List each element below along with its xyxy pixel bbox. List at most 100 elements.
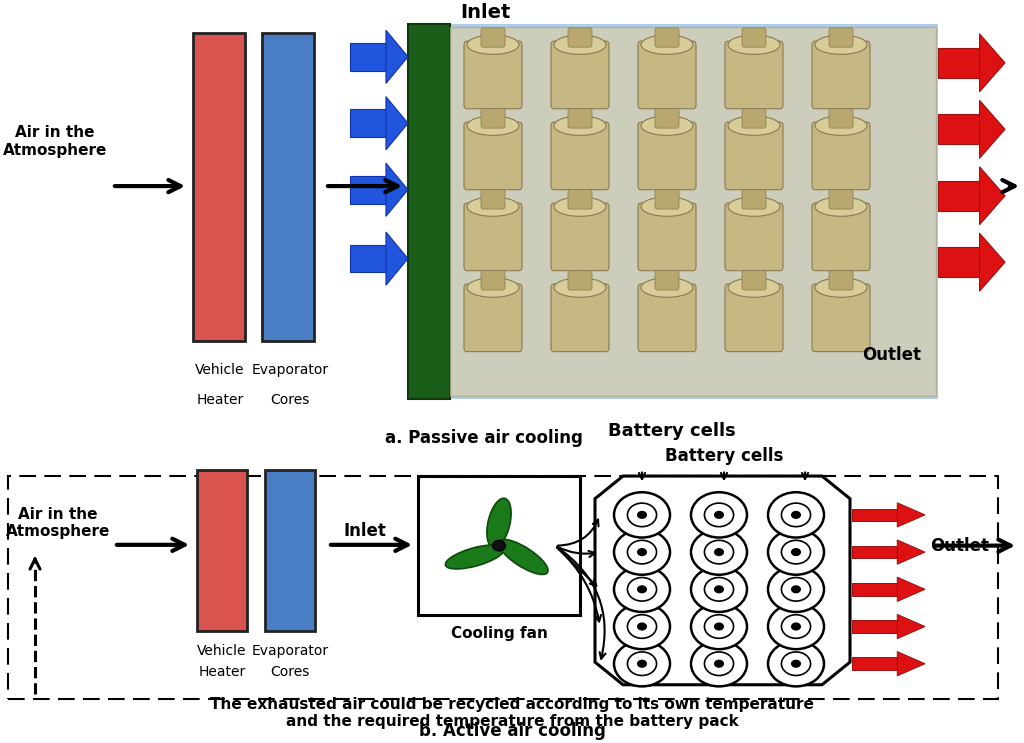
Bar [350, 244, 386, 273]
Circle shape [637, 660, 647, 668]
FancyBboxPatch shape [551, 203, 609, 270]
Circle shape [714, 548, 724, 557]
Circle shape [768, 567, 824, 612]
Circle shape [705, 540, 733, 564]
Circle shape [714, 623, 724, 631]
Polygon shape [386, 30, 408, 83]
FancyBboxPatch shape [725, 122, 783, 189]
Circle shape [614, 641, 670, 687]
Ellipse shape [815, 35, 867, 54]
Polygon shape [386, 97, 408, 150]
Text: Battery cells: Battery cells [608, 422, 736, 441]
FancyBboxPatch shape [638, 41, 696, 108]
Circle shape [781, 540, 811, 564]
Circle shape [714, 510, 724, 519]
FancyBboxPatch shape [829, 27, 853, 47]
Text: b. Active air cooling: b. Active air cooling [419, 721, 605, 740]
Bar [8, 476, 998, 698]
FancyBboxPatch shape [725, 284, 783, 351]
Bar [350, 109, 386, 137]
Bar [938, 247, 980, 277]
Circle shape [781, 577, 811, 601]
Text: Outlet: Outlet [930, 536, 989, 554]
Ellipse shape [554, 197, 606, 216]
Text: Heater: Heater [197, 393, 244, 406]
Circle shape [691, 641, 746, 687]
Text: Inlet: Inlet [460, 2, 510, 22]
FancyBboxPatch shape [655, 189, 679, 209]
FancyBboxPatch shape [742, 189, 766, 209]
FancyBboxPatch shape [464, 284, 522, 351]
Polygon shape [897, 503, 925, 527]
Ellipse shape [486, 499, 511, 548]
Text: Cores: Cores [270, 664, 309, 678]
Bar [350, 43, 386, 71]
FancyBboxPatch shape [829, 108, 853, 128]
Ellipse shape [499, 539, 548, 574]
Circle shape [637, 585, 647, 594]
Circle shape [705, 614, 733, 638]
Text: Air in the
Atmosphere: Air in the Atmosphere [6, 507, 111, 539]
Bar [408, 25, 450, 399]
Circle shape [714, 585, 724, 594]
Ellipse shape [467, 35, 519, 54]
Circle shape [691, 530, 746, 575]
Text: Inlet: Inlet [344, 522, 386, 540]
FancyBboxPatch shape [812, 284, 870, 351]
Polygon shape [595, 476, 850, 685]
FancyBboxPatch shape [551, 122, 609, 189]
Ellipse shape [554, 35, 606, 54]
FancyBboxPatch shape [829, 189, 853, 209]
Ellipse shape [554, 116, 606, 135]
Bar [193, 33, 245, 341]
Ellipse shape [728, 278, 780, 297]
Bar [265, 470, 315, 632]
Text: Cooling fan: Cooling fan [451, 626, 548, 640]
Ellipse shape [554, 278, 606, 297]
Circle shape [628, 652, 656, 675]
Polygon shape [897, 652, 925, 676]
Text: Vehicle: Vehicle [198, 644, 247, 658]
Circle shape [705, 577, 733, 601]
Bar [852, 658, 897, 670]
Text: Air in the
Atmosphere: Air in the Atmosphere [3, 125, 108, 158]
Bar [852, 508, 897, 521]
Bar [938, 181, 980, 211]
Ellipse shape [815, 197, 867, 216]
FancyBboxPatch shape [812, 122, 870, 189]
Circle shape [768, 641, 824, 687]
FancyBboxPatch shape [464, 203, 522, 270]
Text: and the required temperature from the battery pack: and the required temperature from the ba… [286, 714, 738, 729]
Bar [938, 114, 980, 144]
Circle shape [637, 548, 647, 557]
Bar [197, 470, 247, 632]
FancyBboxPatch shape [812, 41, 870, 108]
Ellipse shape [728, 197, 780, 216]
FancyBboxPatch shape [655, 27, 679, 47]
Circle shape [791, 585, 801, 594]
FancyBboxPatch shape [568, 27, 592, 47]
FancyBboxPatch shape [481, 270, 505, 290]
Polygon shape [980, 166, 1005, 224]
FancyBboxPatch shape [829, 270, 853, 290]
Circle shape [628, 503, 656, 527]
Bar [350, 176, 386, 204]
FancyBboxPatch shape [638, 203, 696, 270]
Circle shape [768, 492, 824, 537]
Ellipse shape [467, 197, 519, 216]
Polygon shape [386, 232, 408, 285]
Circle shape [714, 660, 724, 668]
Circle shape [791, 623, 801, 631]
Text: Battery cells: Battery cells [665, 447, 783, 465]
Circle shape [493, 540, 506, 551]
Ellipse shape [445, 545, 504, 569]
Bar [852, 620, 897, 633]
Circle shape [637, 623, 647, 631]
Ellipse shape [728, 35, 780, 54]
Circle shape [705, 503, 733, 527]
FancyBboxPatch shape [742, 27, 766, 47]
Circle shape [781, 503, 811, 527]
Text: a. Passive air cooling: a. Passive air cooling [385, 429, 583, 447]
Circle shape [705, 652, 733, 675]
FancyBboxPatch shape [725, 41, 783, 108]
